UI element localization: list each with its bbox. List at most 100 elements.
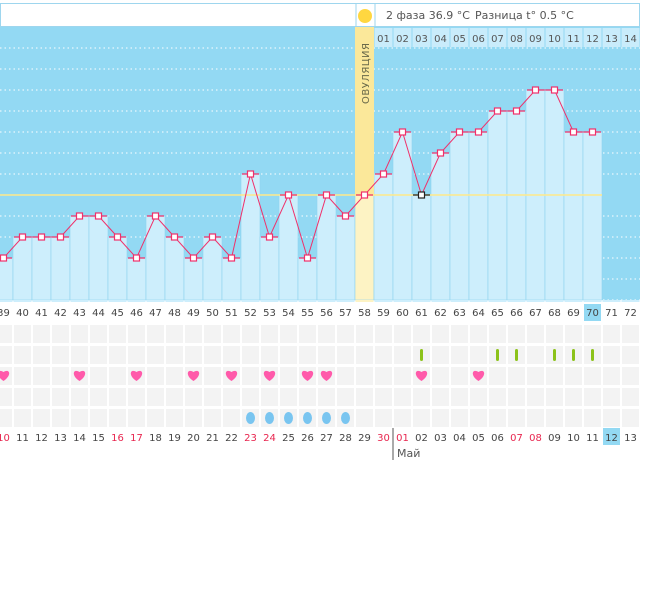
cycle-day-label: 66 xyxy=(510,308,523,319)
day-strip xyxy=(317,300,336,302)
marker-cell xyxy=(432,325,449,343)
marker-cell xyxy=(489,367,506,385)
temperature-point xyxy=(474,128,483,136)
marker-cell xyxy=(0,325,12,343)
temperature-difference-label: Разница t° 0.5 °C xyxy=(475,9,574,22)
heart-icon xyxy=(301,370,314,381)
marker-cell xyxy=(71,388,88,406)
marker-cell xyxy=(413,325,430,343)
marker-cell xyxy=(527,409,544,427)
marker-cell xyxy=(52,388,69,406)
temperature-bar xyxy=(411,194,432,301)
date-label: 27 xyxy=(320,433,333,444)
marker-cell xyxy=(337,346,354,364)
marker-cell xyxy=(109,388,126,406)
date-label: 12 xyxy=(605,433,618,444)
day-strip xyxy=(393,300,412,302)
heart-icon xyxy=(187,370,200,381)
marker-cell xyxy=(90,346,107,364)
marker-cell xyxy=(109,367,126,385)
temperature-point xyxy=(360,191,369,199)
drop-icon xyxy=(284,412,293,424)
marker-cell xyxy=(147,367,164,385)
date-label: 18 xyxy=(149,433,162,444)
marker-cell xyxy=(432,409,449,427)
marker-cell xyxy=(109,325,126,343)
phase2-day-cell xyxy=(469,28,488,47)
day-strip xyxy=(146,300,165,302)
marker-cell xyxy=(394,346,411,364)
ovulation-label: ОВУЛЯЦИЯ xyxy=(361,43,372,105)
drop-icon xyxy=(341,412,350,424)
marker-cell xyxy=(242,388,259,406)
marker-cell xyxy=(508,325,525,343)
highlight-date-box xyxy=(603,428,620,445)
temperature-bar xyxy=(506,110,527,301)
temperature-point xyxy=(436,149,445,157)
date-label: 13 xyxy=(624,433,637,444)
marker-cell xyxy=(375,367,392,385)
marker-cell xyxy=(622,409,639,427)
marker-cell xyxy=(204,409,221,427)
temperature-bar xyxy=(392,131,413,301)
date-label: 06 xyxy=(491,433,504,444)
marker-cell xyxy=(622,325,639,343)
marker-cell xyxy=(337,388,354,406)
marker-cell xyxy=(470,409,487,427)
day-strip xyxy=(32,300,51,302)
green-mark-icon xyxy=(591,349,594,361)
cycle-day-label: 52 xyxy=(244,308,257,319)
phase2-day-cell xyxy=(450,28,469,47)
marker-cell xyxy=(603,409,620,427)
day-strip xyxy=(355,300,374,302)
phase2-day-label: 01 xyxy=(377,34,390,45)
day-strip xyxy=(260,300,279,302)
day-strip xyxy=(279,300,298,302)
phase2-day-cell xyxy=(488,28,507,47)
day-strip xyxy=(621,300,640,302)
temperature-point xyxy=(170,233,179,241)
marker-cell xyxy=(166,325,183,343)
marker-cell xyxy=(90,325,107,343)
marker-cell xyxy=(489,409,506,427)
phase2-day-cell xyxy=(545,28,564,47)
temperature-bar xyxy=(335,215,356,301)
temperature-point xyxy=(208,233,217,241)
temperature-bar xyxy=(202,236,223,301)
date-label: 11 xyxy=(586,433,599,444)
marker-cell xyxy=(356,325,373,343)
date-label: 03 xyxy=(434,433,447,444)
marker-cell xyxy=(603,346,620,364)
day-strip xyxy=(241,300,260,302)
date-label: 11 xyxy=(16,433,29,444)
marker-cell xyxy=(451,367,468,385)
marker-cell xyxy=(0,409,12,427)
heart-icon xyxy=(263,370,276,381)
cycle-day-label: 65 xyxy=(491,308,504,319)
day-strip xyxy=(184,300,203,302)
marker-cell xyxy=(147,409,164,427)
cycle-day-label: 57 xyxy=(339,308,352,319)
drop-icon xyxy=(265,412,274,424)
date-label: 30 xyxy=(377,433,390,444)
temperature-bar xyxy=(183,257,204,301)
day-strip xyxy=(450,300,469,302)
cycle-day-label: 45 xyxy=(111,308,124,319)
marker-cell xyxy=(0,346,12,364)
day-strip xyxy=(165,300,184,302)
marker-cell xyxy=(223,409,240,427)
day-strip xyxy=(469,300,488,302)
marker-cell xyxy=(470,325,487,343)
marker-cell xyxy=(14,325,31,343)
marker-cell xyxy=(280,388,297,406)
marker-cell xyxy=(375,388,392,406)
date-label: 25 xyxy=(282,433,295,444)
phase2-day-label: 11 xyxy=(567,34,580,45)
date-label: 17 xyxy=(130,433,143,444)
marker-cell xyxy=(14,346,31,364)
marker-cell xyxy=(432,388,449,406)
marker-cell xyxy=(622,388,639,406)
temperature-bar xyxy=(0,257,14,301)
marker-cell xyxy=(527,346,544,364)
heart-icon xyxy=(415,370,428,381)
